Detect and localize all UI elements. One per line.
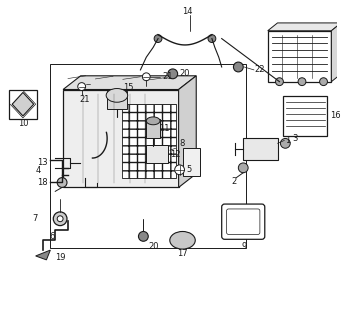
Text: 9: 9 [241,242,247,251]
Text: 7: 7 [32,214,37,223]
Text: 13: 13 [37,158,48,167]
Circle shape [78,83,86,91]
Bar [283,96,328,136]
Text: 15: 15 [123,83,133,92]
Circle shape [238,163,248,173]
Text: 14: 14 [182,7,193,16]
Text: 22: 22 [254,65,264,75]
Bar [9,90,37,119]
Text: 5: 5 [187,165,192,174]
Text: 18: 18 [37,178,48,187]
Text: 16: 16 [330,111,341,120]
Bar [243,139,277,160]
Polygon shape [63,76,196,90]
Circle shape [175,165,185,175]
Bar [63,90,179,188]
Text: 17: 17 [177,249,188,258]
Circle shape [139,231,148,241]
Polygon shape [179,76,196,188]
Text: 3: 3 [292,134,298,143]
Circle shape [168,69,178,79]
Polygon shape [36,250,50,260]
Polygon shape [268,23,341,31]
Ellipse shape [146,117,160,125]
Text: 8: 8 [180,139,185,148]
Bar [146,145,168,163]
Bar [146,119,160,139]
Circle shape [275,78,283,85]
Text: 20: 20 [180,69,190,78]
FancyBboxPatch shape [222,204,265,239]
Text: 2: 2 [232,177,237,186]
Circle shape [57,216,63,222]
Polygon shape [331,23,341,82]
Circle shape [53,212,67,226]
Text: 20: 20 [148,242,158,251]
Text: 21: 21 [79,95,90,104]
Text: 6: 6 [50,232,55,241]
Ellipse shape [170,231,195,249]
Text: 1: 1 [285,136,291,145]
Bar [50,64,246,248]
Bar [268,31,331,82]
Circle shape [154,35,162,43]
Text: 21: 21 [162,72,173,81]
Bar [122,104,176,178]
Text: 19: 19 [55,253,66,262]
Circle shape [281,139,290,148]
Bar [182,148,200,176]
Circle shape [320,78,328,85]
Text: 11: 11 [159,124,169,133]
Ellipse shape [106,89,128,102]
Text: 4: 4 [36,166,41,175]
Circle shape [234,62,243,72]
Polygon shape [12,92,34,116]
Text: 10: 10 [18,119,28,128]
Circle shape [298,78,306,85]
Circle shape [208,35,216,43]
Text: 12: 12 [170,150,180,159]
Bar [107,92,127,109]
Circle shape [57,178,67,188]
Circle shape [142,73,150,81]
